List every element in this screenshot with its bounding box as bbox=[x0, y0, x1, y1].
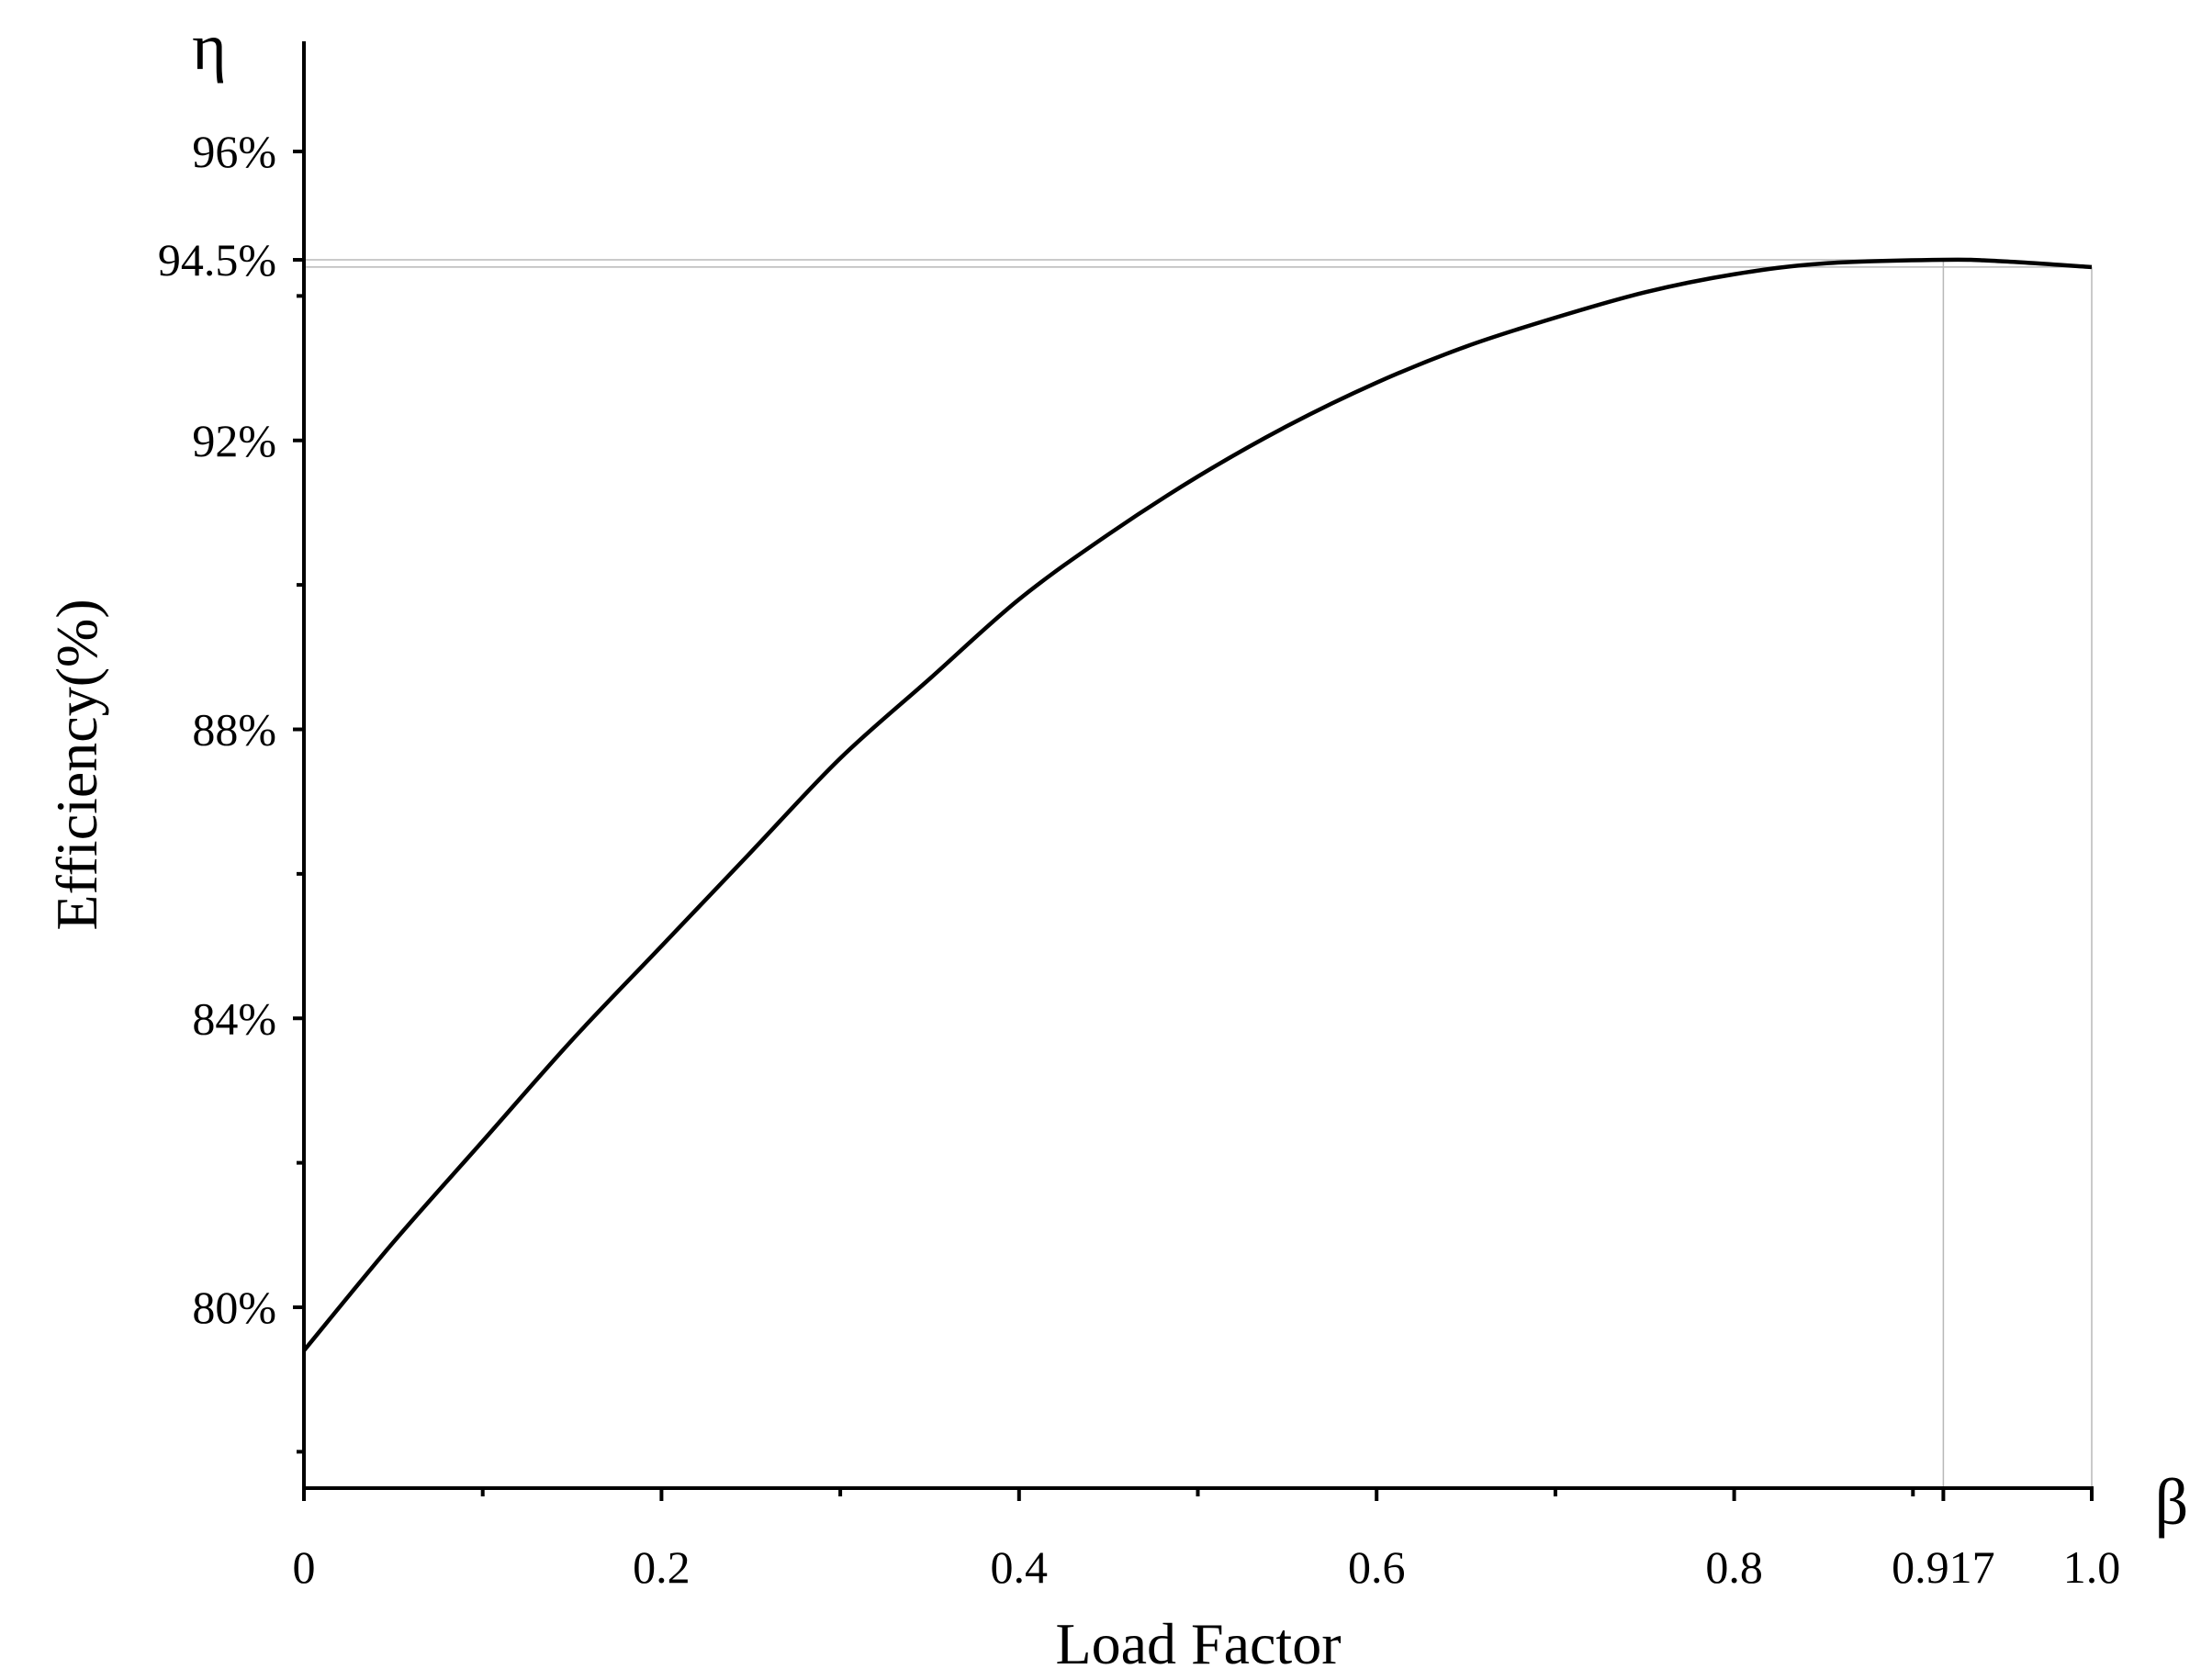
y-tick-label: 88% bbox=[192, 704, 276, 756]
y-tick-label: 80% bbox=[192, 1282, 276, 1333]
x-tick-label: 0.6 bbox=[1348, 1541, 1406, 1593]
x-tick-label: 0 bbox=[293, 1541, 316, 1593]
x-symbol: β bbox=[2155, 1465, 2189, 1539]
series bbox=[302, 257, 2093, 1352]
y-tick-label: 96% bbox=[192, 126, 276, 177]
y-tick-label: 92% bbox=[192, 415, 276, 466]
x-axis-title: Load Factor bbox=[1056, 1611, 1342, 1676]
y-tick-label: 94.5% bbox=[158, 234, 276, 286]
y-ticks: 80% 84% 88% 92% 94.5% 96% bbox=[158, 126, 304, 1454]
y-symbol: η bbox=[192, 10, 227, 84]
x-tick-label: 0.8 bbox=[1705, 1541, 1763, 1593]
y-axis-title: Efficiency(%) bbox=[44, 599, 109, 930]
x-tick-label: 0.2 bbox=[633, 1541, 691, 1593]
x-ticks: 0 0.2 0.4 0.6 0.8 0.917 1.0 bbox=[293, 1488, 2121, 1593]
y-tick-label: 84% bbox=[192, 992, 276, 1044]
axes bbox=[302, 41, 2094, 1490]
efficiency-curve bbox=[302, 257, 2093, 1352]
x-tick-label: 0.917 bbox=[1892, 1541, 1995, 1593]
x-tick-label: 0.4 bbox=[991, 1541, 1049, 1593]
x-tick-label: 1.0 bbox=[2063, 1541, 2121, 1593]
reference-lines bbox=[304, 259, 2093, 1488]
